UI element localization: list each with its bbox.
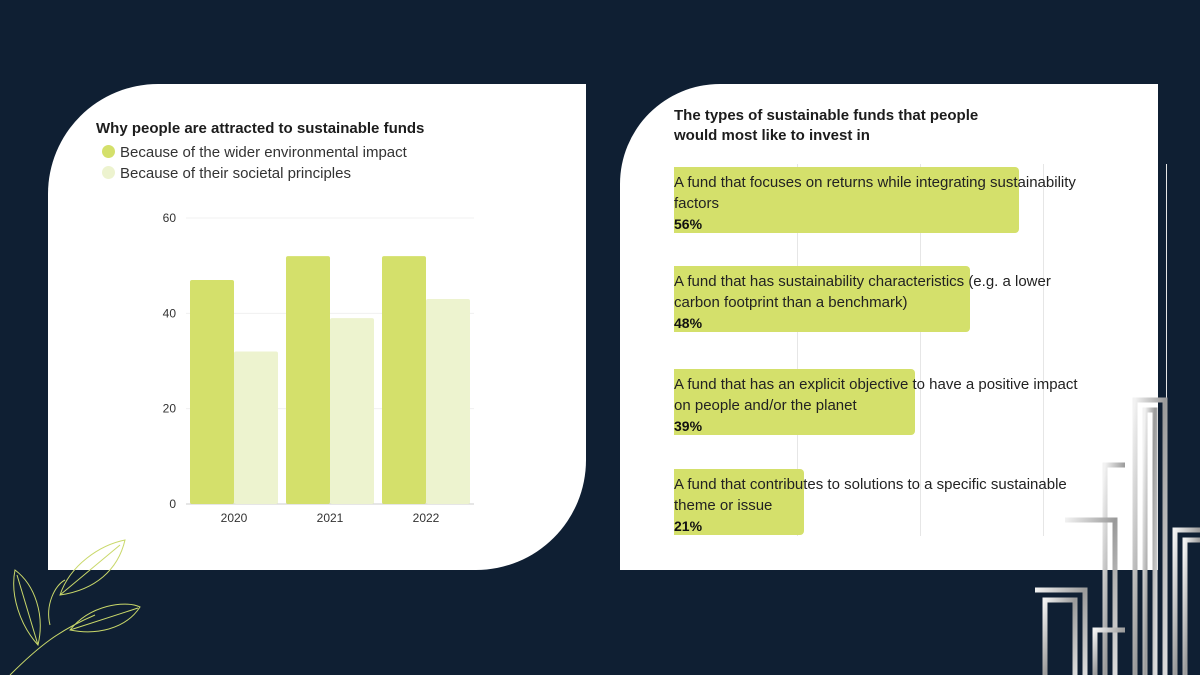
hbar-value-label: 56%	[674, 216, 703, 232]
x-tick-label: 2020	[221, 511, 248, 525]
bar-2021-series-1	[286, 256, 330, 504]
hbar-1	[674, 167, 1020, 233]
hbar-category-label: A fund that contributes to solutions to …	[674, 476, 1067, 514]
bar-2020-series-2	[234, 351, 278, 504]
hbar-value-label: 39%	[674, 418, 703, 434]
legend-label-environmental: Because of the wider environmental impac…	[120, 144, 407, 161]
hbar-category-label: A fund that has sustainability character…	[674, 273, 1051, 311]
legend-dot-environmental	[102, 145, 115, 158]
hbar-label-group: A fund that focuses on returns while int…	[674, 172, 1094, 235]
bar-2021-series-2	[330, 318, 374, 504]
x-gridline	[1043, 164, 1044, 536]
right-chart-card: The types of sustainable funds that peop…	[620, 84, 1167, 570]
hbar-label-group: A fund that contributes to solutions to …	[674, 474, 1094, 537]
horizontal-bar-chart: A fund that focuses on returns while int…	[620, 84, 1167, 570]
hbar-value-label: 21%	[674, 518, 703, 534]
left-chart-card: Why people are attracted to sustainable …	[48, 84, 586, 570]
hbar-label-group: A fund that has an explicit objective to…	[674, 374, 1094, 437]
maze-pattern-icon	[1035, 397, 1200, 675]
legend-item-environmental: Because of the wider environmental impac…	[102, 144, 407, 161]
bar-2020-series-1	[190, 279, 234, 504]
x-tick-label: 2022	[413, 511, 440, 525]
hbar-4	[674, 469, 804, 535]
x-tick-label: 2021	[317, 511, 344, 525]
hbar-category-label: A fund that has an explicit objective to…	[674, 376, 1078, 414]
bar-2022-series-2	[426, 299, 470, 504]
hbar-value-label: 48%	[674, 315, 703, 331]
bar-2022-series-1	[382, 256, 426, 504]
left-chart-title: Why people are attracted to sustainable …	[96, 120, 425, 137]
y-tick-label: 60	[163, 211, 177, 225]
grouped-bar-chart: 0 20 40 60 2020 2021 2022	[163, 211, 474, 525]
hbar-label-group: A fund that has sustainability character…	[674, 271, 1094, 334]
y-tick-label: 40	[163, 306, 177, 320]
hbar-category-label: A fund that focuses on returns while int…	[674, 174, 1076, 212]
hbar-3	[674, 369, 915, 435]
leaf-illustration-icon	[9, 539, 141, 675]
hbar-2	[674, 266, 970, 332]
y-tick-label: 0	[169, 497, 176, 511]
right-chart-title: The types of sustainable funds that peop…	[674, 107, 979, 144]
legend-dot-societal	[102, 166, 115, 179]
legend-item-societal: Because of their societal principles	[102, 165, 351, 182]
x-gridline	[797, 164, 798, 536]
x-gridline	[1166, 164, 1167, 536]
x-gridline	[920, 164, 921, 536]
y-tick-label: 20	[163, 402, 177, 416]
legend-label-societal: Because of their societal principles	[120, 165, 351, 182]
